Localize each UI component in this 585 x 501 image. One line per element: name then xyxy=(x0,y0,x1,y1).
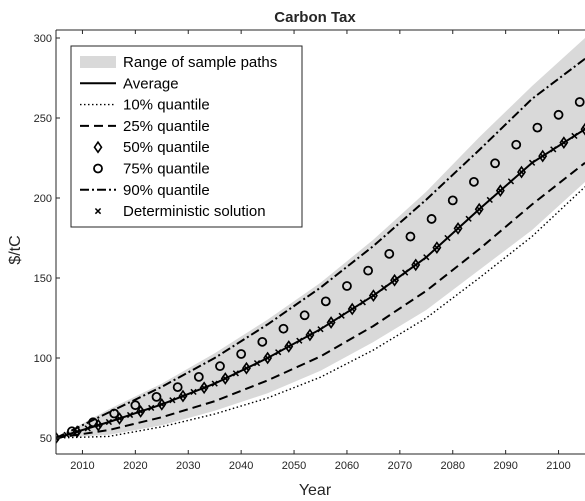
x-tick-label: 2080 xyxy=(441,460,465,472)
x-tick-label: 2040 xyxy=(229,460,253,472)
y-tick-label: 150 xyxy=(34,273,52,285)
legend-label: Range of sample paths xyxy=(123,54,277,71)
legend-label: 50% quantile xyxy=(123,139,210,156)
x-tick-label: 2050 xyxy=(282,460,306,472)
x-tick-label: 2030 xyxy=(176,460,200,472)
x-tick-label: 2070 xyxy=(388,460,412,472)
chart-title: Carbon Tax xyxy=(274,9,356,26)
legend-label: 10% quantile xyxy=(123,97,210,114)
y-tick-label: 300 xyxy=(34,33,52,45)
y-tick-label: 100 xyxy=(34,353,52,365)
y-tick-label: 250 xyxy=(34,113,52,125)
x-tick-label: 2020 xyxy=(123,460,147,472)
legend-label: 90% quantile xyxy=(123,182,210,199)
x-tick-label: 2090 xyxy=(493,460,517,472)
legend-label: 25% quantile xyxy=(123,118,210,135)
legend-box xyxy=(71,46,302,227)
y-axis-label: $/tC xyxy=(7,235,24,264)
x-tick-label: 2060 xyxy=(335,460,359,472)
y-tick-label: 200 xyxy=(34,193,52,205)
legend-label: Average xyxy=(123,75,179,92)
legend-label: 75% quantile xyxy=(123,161,210,178)
legend-label: Deterministic solution xyxy=(123,203,266,220)
legend-swatch xyxy=(80,56,116,68)
x-tick-label: 2100 xyxy=(546,460,570,472)
x-axis-label: Year xyxy=(299,482,332,499)
x-tick-label: 2010 xyxy=(70,460,94,472)
y-tick-label: 50 xyxy=(40,433,52,445)
legend: Range of sample paths Average 10% quantile… xyxy=(71,46,302,227)
